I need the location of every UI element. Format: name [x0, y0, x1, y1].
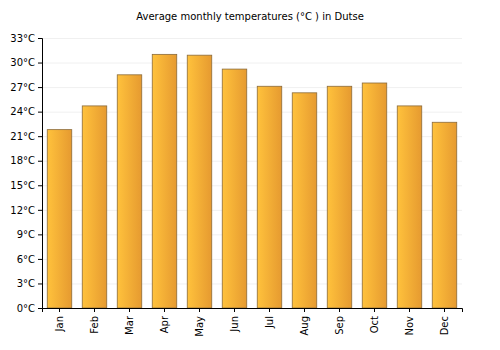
x-tick: Jun: [229, 308, 240, 333]
x-tick-label: Sep: [334, 316, 345, 335]
x-axis: Jan Feb Mar Apr May Jun Jul Aug Sep Oct Nov Dec: [43, 308, 463, 337]
x-tick-mark: [129, 308, 130, 312]
x-tick: May: [194, 308, 205, 337]
y-tick: 6°C: [17, 254, 42, 265]
x-tick: Oct: [369, 308, 380, 333]
bar: [292, 93, 317, 308]
bar: [327, 86, 352, 308]
x-tick-label: Aug: [299, 316, 310, 336]
y-tick-label: 30°C: [10, 57, 35, 68]
y-tick: 9°C: [17, 229, 42, 240]
y-tick-mark: [38, 38, 42, 39]
grid-line: [42, 87, 462, 88]
x-tick-label: Jul: [264, 316, 275, 329]
x-tick-mark: [339, 308, 340, 312]
title: Average monthly temperatures (°C ) in Du…: [136, 11, 364, 22]
bar: [117, 75, 142, 308]
bar: [222, 69, 247, 308]
y-tick-label: 27°C: [10, 82, 35, 93]
x-tick-label: Jan: [54, 316, 65, 332]
y-tick-label: 0°C: [17, 303, 35, 314]
x-tick-label: Jun: [229, 316, 240, 333]
x-tick: Feb: [89, 308, 100, 334]
x-tick-label: Apr: [159, 315, 170, 333]
bar: [362, 83, 387, 308]
x-tick-label: Dec: [439, 316, 450, 335]
grid-line: [42, 38, 462, 39]
chart: Average monthly temperatures (°C ) in Du…: [0, 0, 500, 350]
y-tick: 33°C: [10, 33, 42, 44]
y-tick-label: 15°C: [10, 180, 35, 191]
y-tick: 21°C: [10, 131, 42, 142]
bar: [257, 86, 282, 308]
y-tick-label: 33°C: [10, 33, 35, 44]
y-tick: 18°C: [10, 155, 42, 166]
y-tick-label: 3°C: [17, 278, 35, 289]
y-tick: 15°C: [10, 180, 42, 191]
y-tick-label: 24°C: [10, 106, 35, 117]
x-tick-label: Feb: [89, 316, 100, 334]
bar: [432, 122, 457, 308]
y-tick: 12°C: [10, 205, 42, 216]
y-tick-mark: [38, 210, 42, 211]
x-tick: Apr: [159, 308, 170, 333]
x-tick-mark: [269, 308, 270, 312]
grid: [42, 39, 462, 309]
y-tick-mark: [38, 283, 42, 284]
y-tick-label: 12°C: [10, 205, 35, 216]
x-tick-mark: [234, 308, 235, 312]
y-tick-label: 6°C: [17, 254, 35, 265]
y-tick-mark: [38, 259, 42, 260]
y-axis: 0°C 3°C 6°C 9°C 12°C 15°C 18°C 21°C 24°C 27°C 30°C…: [10, 33, 42, 314]
x-tick-mark: [199, 308, 200, 312]
y-axis-line: [38, 39, 43, 309]
x-tick-mark: [94, 308, 95, 312]
x-tick: Aug: [299, 308, 310, 336]
bar: [82, 106, 107, 308]
y-tick-mark: [38, 185, 42, 186]
x-tick: Mar: [124, 308, 135, 335]
bars: [47, 54, 457, 308]
y-tick: 0°C: [17, 303, 42, 314]
x-tick-mark: [164, 308, 165, 312]
x-tick: Sep: [334, 308, 345, 335]
y-tick-label: 18°C: [10, 155, 35, 166]
x-tick: Jan: [54, 308, 65, 332]
y-tick: 24°C: [10, 106, 42, 117]
x-tick: Nov: [404, 308, 415, 336]
y-tick-label: 9°C: [17, 229, 35, 240]
y-tick: 27°C: [10, 82, 42, 93]
bar: [187, 55, 212, 308]
y-tick-mark: [38, 112, 42, 113]
y-tick-mark: [38, 63, 42, 64]
x-axis-line: [43, 309, 463, 313]
x-tick-mark: [374, 308, 375, 312]
x-tick: Dec: [439, 308, 450, 335]
x-tick-mark: [59, 308, 60, 312]
y-tick-mark: [38, 161, 42, 162]
x-tick-mark: [409, 308, 410, 312]
x-tick-label: Oct: [369, 316, 380, 333]
bar: [397, 106, 422, 308]
x-tick: Jul: [264, 308, 275, 329]
bar: [152, 54, 177, 308]
y-tick: 3°C: [17, 278, 42, 289]
y-tick-mark: [38, 234, 42, 235]
y-tick-mark: [38, 136, 42, 137]
x-tick-label: Mar: [124, 315, 135, 335]
bar: [47, 130, 72, 308]
y-tick-mark: [38, 308, 42, 309]
y-tick-label: 21°C: [10, 131, 35, 142]
y-tick: 30°C: [10, 57, 42, 68]
grid-line: [42, 63, 462, 64]
x-tick-label: Nov: [404, 316, 415, 336]
y-tick-mark: [38, 87, 42, 88]
x-tick-mark: [444, 308, 445, 312]
x-tick-label: May: [194, 316, 205, 337]
x-tick-mark: [304, 308, 305, 312]
